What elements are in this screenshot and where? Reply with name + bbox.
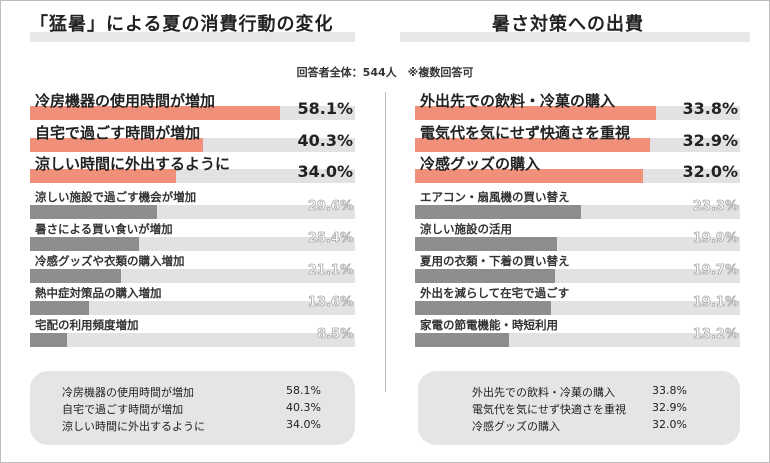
category-label: 夏用の衣類・下着の買い替え	[420, 254, 570, 268]
left-title-band	[30, 32, 355, 42]
category-label: 冷感グッズの購入	[420, 155, 541, 173]
value-label: 34.0%	[297, 162, 353, 181]
category-label: 暑さによる買い食いが増加	[35, 222, 173, 236]
summary-label: 冷房機器の使用時間が増加	[62, 386, 194, 399]
value-label: 23.3%	[692, 199, 738, 215]
right-title-band	[400, 32, 750, 42]
bar	[30, 205, 157, 219]
bar	[30, 269, 121, 283]
summary-label: 冷感グッズの購入	[472, 420, 560, 433]
right-panel-title: 暑さ対策への出費	[492, 14, 644, 35]
category-label: 宅配の利用頻度増加	[35, 318, 139, 332]
left-summary-box: 冷房機器の使用時間が増加 58.1% 自宅で過ごす時間が増加 40.3% 涼しい…	[30, 371, 355, 445]
category-label: 熱中症対策品の購入増加	[35, 286, 162, 300]
value-label: 32.9%	[682, 131, 738, 150]
bar	[415, 138, 650, 152]
value-label: 29.6%	[307, 199, 353, 215]
value-label: 21.1%	[307, 263, 353, 279]
bar	[415, 269, 555, 283]
value-label: 33.8%	[682, 99, 738, 118]
panel-divider	[385, 92, 386, 392]
value-label: 40.3%	[297, 131, 353, 150]
category-label: 涼しい時間に外出するように	[35, 155, 231, 173]
value-label: 19.1%	[692, 295, 738, 311]
right-summary-box: 外出先での飲料・冷菓の購入 33.8% 電気代を気にせず快適さを重視 32.9%…	[418, 371, 740, 445]
category-label: 涼しい施設で過ごす機会が増加	[35, 190, 197, 204]
bar-track	[30, 333, 355, 347]
summary-value: 32.0%	[652, 418, 687, 431]
value-label: 32.0%	[682, 162, 738, 181]
value-label: 19.7%	[692, 263, 738, 279]
category-label: エアコン・扇風機の買い替え	[420, 190, 570, 204]
category-label: 電気代を気にせず快適さを重視	[420, 124, 631, 142]
bar	[30, 138, 203, 152]
bar	[30, 106, 280, 120]
respondents-note: 回答者全体：544人 ※複数回答可	[296, 66, 474, 79]
bar	[30, 301, 89, 315]
value-label: 25.4%	[307, 231, 353, 247]
summary-label: 自宅で過ごす時間が増加	[62, 403, 184, 416]
summary-value: 32.9%	[652, 401, 687, 414]
summary-value: 33.8%	[652, 384, 687, 397]
summary-label: 涼しい時間に外出するように	[62, 420, 205, 433]
bar	[30, 169, 176, 183]
category-label: 自宅で過ごす時間が増加	[35, 124, 201, 142]
bar	[415, 106, 656, 120]
bar	[30, 333, 67, 347]
category-label: 冷房機器の使用時間が増加	[35, 92, 216, 110]
category-label: 家電の節電機能・時短利用	[420, 318, 558, 332]
summary-value: 58.1%	[286, 384, 321, 397]
bar	[415, 333, 509, 347]
bar	[415, 205, 581, 219]
value-label: 13.2%	[692, 327, 738, 343]
category-label: 冷感グッズや衣類の購入増加	[35, 254, 185, 268]
summary-value: 40.3%	[286, 401, 321, 414]
category-label: 外出先での飲料・冷菓の購入	[420, 92, 616, 110]
value-label: 13.6%	[307, 295, 353, 311]
summary-label: 外出先での飲料・冷菓の購入	[472, 386, 615, 399]
bar	[30, 237, 139, 251]
value-label: 19.9%	[692, 231, 738, 247]
category-label: 外出を減らして在宅で過ごす	[420, 286, 570, 300]
left-panel-title: 「猛暑」による夏の消費行動の変化	[30, 14, 334, 35]
summary-value: 34.0%	[286, 418, 321, 431]
bar	[415, 169, 643, 183]
category-label: 涼しい施設の活用	[420, 222, 512, 236]
value-label: 8.5%	[316, 327, 354, 343]
summary-label: 電気代を気にせず快適さを重視	[472, 403, 626, 416]
bar-track	[30, 301, 355, 315]
value-label: 58.1%	[297, 99, 353, 118]
bar	[415, 301, 551, 315]
bar	[415, 237, 557, 251]
